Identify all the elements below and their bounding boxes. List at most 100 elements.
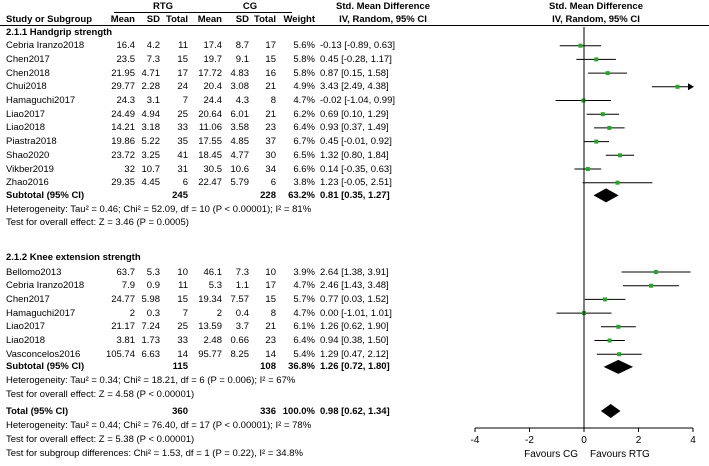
- point-estimate: [675, 84, 680, 89]
- rtg-total: 25: [177, 321, 188, 333]
- rtg-sd: 10.7: [141, 163, 161, 175]
- weight: 6.4%: [293, 122, 315, 134]
- heterogeneity-text: Heterogeneity: Tau² = 0.46; Chi² = 52.09…: [6, 203, 312, 215]
- subgroup-differences-text: Test for subgroup differences: Chi² = 1.…: [6, 447, 303, 459]
- point-estimate: [605, 71, 610, 76]
- cg-total: 8: [270, 95, 276, 106]
- smd-ci: 1.29 [0.47, 2.12]: [320, 348, 389, 360]
- study-label: Piastra2018: [6, 136, 57, 148]
- cg-total: 10: [265, 266, 276, 278]
- rtg-sd: 7.24: [141, 321, 161, 333]
- cg-mean: 13.59: [198, 321, 222, 333]
- rtg-mean: 105.74: [105, 348, 135, 360]
- point-estimate: [594, 57, 599, 62]
- rtg-mean: 63.7: [116, 266, 136, 278]
- smd-ci: 0.45 [-0.28, 1.17]: [320, 53, 392, 65]
- subgroup-title: 2.1.1 Handgrip strength: [6, 26, 113, 38]
- cg-total: 15: [265, 53, 276, 65]
- cg-sd: 6.01: [230, 108, 250, 120]
- cg-total: 21: [265, 321, 276, 333]
- weight: 5.4%: [293, 348, 315, 360]
- rtg-mean: 24.77: [111, 293, 135, 305]
- cg-total: 8: [270, 307, 276, 319]
- overall-effect-text: Test for overall effect: Z = 3.46 (P = 0…: [6, 217, 189, 229]
- cg-total: 37: [265, 136, 276, 148]
- rtg-sd: 4.71: [141, 67, 161, 79]
- cg-sd: 7.3: [235, 266, 249, 278]
- point-estimate: [594, 139, 599, 144]
- cg-mean: 46.1: [203, 266, 223, 278]
- rtg-mean: 24.49: [111, 108, 135, 120]
- rtg-sd: 3.18: [141, 122, 161, 134]
- cg-sd: 1.1: [235, 280, 249, 292]
- point-estimate: [615, 180, 620, 185]
- x-tick-label: -4: [471, 435, 480, 446]
- smd-ci: 0.45 [-0.01, 0.92]: [320, 136, 392, 148]
- smd-ci: 1.23 [-0.05, 2.51]: [320, 177, 392, 189]
- header-cg-sd: SD: [235, 13, 249, 25]
- rtg-mean: 21.95: [111, 67, 135, 79]
- cg-sd: 3.7: [235, 321, 249, 333]
- rtg-sd: 0.9: [146, 280, 160, 292]
- subtotal-cg-total: 108: [260, 361, 276, 373]
- point-estimate: [581, 98, 586, 103]
- cg-total: 17: [265, 40, 276, 52]
- rtg-mean: 2: [129, 307, 135, 319]
- header-rtg: RTG: [152, 0, 174, 12]
- x-tick-label: 2: [636, 435, 642, 446]
- cg-total: 23: [265, 122, 276, 134]
- x-tick-label: 4: [690, 435, 696, 446]
- rtg-sd: 3.1: [146, 95, 160, 106]
- smd-ci: 0.93 [0.37, 1.49]: [320, 122, 389, 134]
- cg-mean: 5.3: [208, 280, 222, 292]
- rtg-mean: 21.17: [111, 321, 135, 333]
- study-label: Chui2018: [6, 81, 47, 93]
- rtg-sd: 1.73: [141, 335, 161, 346]
- total-diamond: [600, 404, 621, 418]
- rtg-total: 14: [177, 348, 188, 360]
- header-bottom-rule: [0, 25, 709, 26]
- rtg-mean: 19.86: [111, 136, 135, 148]
- total-ci: 0.98 [0.62, 1.34]: [320, 405, 390, 417]
- rtg-sd: 4.2: [146, 40, 160, 52]
- study-label: Liao2018: [6, 335, 46, 346]
- rtg-mean: 16.4: [116, 40, 136, 52]
- rtg-total: 11: [178, 40, 188, 52]
- total-heterogeneity-text: Heterogeneity: Tau² = 0.44; Chi² = 76.40…: [6, 419, 312, 431]
- rtg-total: 15: [177, 293, 188, 305]
- rtg-mean: 29.35: [111, 177, 135, 189]
- rtg-sd: 0.3: [146, 307, 160, 319]
- rtg-sd: 5.98: [141, 293, 161, 305]
- subtotal-rtg-total: 115: [172, 361, 188, 373]
- smd-ci: 2.64 [1.38, 3.91]: [320, 266, 389, 278]
- smd-ci: 0.94 [0.38, 1.50]: [320, 335, 389, 346]
- subtotal-diamond: [603, 359, 634, 374]
- study-label: Chen2017: [6, 293, 50, 305]
- weight: 3.9%: [293, 266, 315, 278]
- study-label: Liao2018: [6, 122, 46, 134]
- subtotal-ci: 0.81 [0.35, 1.27]: [320, 189, 390, 201]
- header-cg-mean: Mean: [197, 13, 222, 25]
- rtg-mean: 23.5: [116, 53, 136, 65]
- cg-sd: 3.58: [230, 122, 250, 134]
- smd-ci: 1.32 [0.80, 1.84]: [320, 149, 389, 161]
- heterogeneity-text: Heterogeneity: Tau² = 0.34; Chi² = 18.21…: [6, 375, 296, 387]
- cg-mean: 11.06: [198, 122, 222, 134]
- cg-mean: 22.47: [198, 177, 222, 189]
- favours-left-label: Favours CG: [524, 449, 578, 460]
- header-cg: CG: [242, 0, 258, 12]
- rtg-sd: 4.45: [141, 177, 161, 189]
- rtg-mean: 23.72: [111, 149, 135, 161]
- total-label: Total (95% CI): [6, 405, 69, 417]
- rtg-mean: 3.81: [116, 335, 136, 346]
- weight: 4.7%: [293, 307, 315, 319]
- subtotal-label: Subtotal (95% CI): [6, 189, 85, 201]
- rtg-total: 41: [177, 149, 188, 161]
- overall-effect-text: Test for overall effect: Z = 4.58 (P < 0…: [6, 388, 195, 400]
- cg-sd: 5.79: [230, 177, 250, 189]
- smd-ci: 1.26 [0.62, 1.90]: [320, 321, 389, 333]
- cg-header-rule: [206, 12, 292, 13]
- study-label: Chen2018: [6, 67, 50, 79]
- point-estimate: [649, 283, 654, 288]
- point-estimate: [607, 338, 612, 343]
